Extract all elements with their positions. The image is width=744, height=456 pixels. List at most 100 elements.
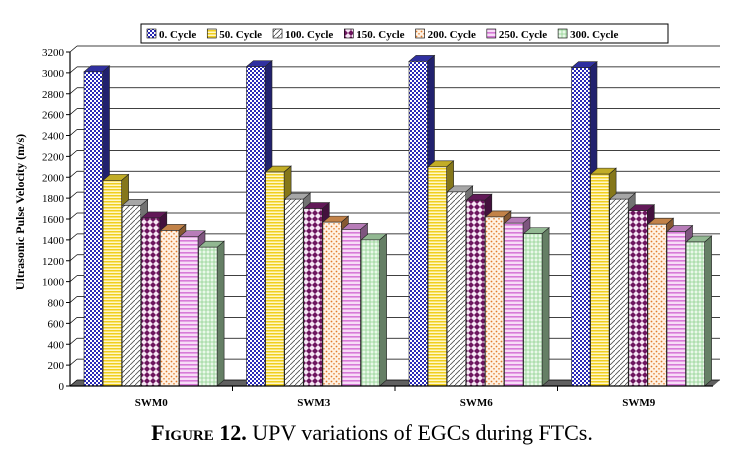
bar-front	[666, 231, 686, 387]
legend-label: 0. Cycle	[159, 29, 196, 41]
gridline	[69, 358, 78, 366]
y-tick-label: 0	[59, 381, 65, 393]
bar-front	[303, 208, 323, 387]
gridline	[69, 212, 78, 220]
legend: 0. Cycle 50. Cycle 100. Cycle 150. Cycle 200…	[140, 23, 669, 44]
legend-label: 50. Cycle	[219, 29, 262, 41]
legend-label: 100. Cycle	[285, 29, 333, 41]
bar-front	[504, 222, 524, 387]
upv-bar-chart: 0. Cycle 50. Cycle 100. Cycle 150. Cycle 200…	[13, 23, 720, 409]
y-tick-label: 800	[48, 298, 65, 310]
y-tick-label: 2800	[42, 89, 65, 101]
bar-front	[265, 171, 285, 387]
bar-front	[446, 191, 467, 387]
y-tick-label: 1600	[42, 214, 65, 226]
legend-label: 250. Cycle	[499, 29, 547, 41]
y-tick-label: 600	[48, 318, 65, 330]
legend-label: 150. Cycle	[356, 29, 404, 41]
bars	[83, 54, 713, 387]
legend-item: 150. Cycle	[343, 28, 405, 41]
y-tick-label: 200	[48, 360, 65, 372]
y-tick-label: 1800	[42, 193, 65, 205]
bar-front	[427, 166, 447, 387]
x-category-label: SWM3	[297, 397, 331, 409]
y-tick-label: 3000	[42, 68, 65, 80]
gridline	[69, 337, 78, 345]
figure-label: Figure 12.	[151, 420, 247, 445]
y-tick-label: 400	[48, 339, 65, 351]
legend-swatch	[415, 28, 425, 39]
bar-front	[198, 246, 218, 387]
legend-swatch	[343, 28, 354, 39]
gridline	[69, 150, 78, 157]
gridline	[69, 275, 78, 282]
bar-front	[246, 66, 266, 387]
bar-front	[485, 216, 505, 387]
x-category-label: SWM0	[135, 397, 169, 409]
gridline	[69, 170, 78, 178]
bar	[197, 240, 225, 387]
figure-caption-text: UPV variations of EGCs during FTCs.	[246, 420, 593, 445]
bar-side	[704, 235, 712, 387]
legend-swatch	[557, 28, 568, 39]
bar-front	[284, 198, 304, 387]
legend-item: 200. Cycle	[415, 28, 476, 41]
y-tick-label: 1400	[42, 235, 65, 247]
bar-front	[523, 233, 543, 387]
bar-front	[360, 239, 380, 387]
legend-item: 300. Cycle	[557, 28, 618, 41]
gridline	[69, 191, 78, 199]
bar-side	[379, 233, 387, 387]
bar-front	[83, 71, 103, 387]
bar-front	[408, 61, 428, 387]
legend-swatch	[486, 28, 497, 39]
gridline	[69, 317, 78, 324]
bar-front	[341, 229, 361, 387]
bar-front	[179, 236, 199, 387]
gridline	[69, 296, 78, 303]
legend-label: 200. Cycle	[428, 29, 476, 41]
bar-side	[541, 226, 550, 387]
y-tick-label: 1000	[42, 277, 65, 289]
legend-swatch	[146, 28, 157, 39]
gridline	[69, 233, 78, 241]
x-axis-categories: SWM0 SWM3 SWM6 SWM9	[135, 397, 656, 409]
bar-front	[102, 180, 122, 387]
gridline	[69, 87, 78, 95]
chart-floor	[70, 380, 720, 386]
bar-front	[590, 173, 610, 387]
y-tick-label: 1200	[42, 256, 65, 268]
y-tick-label: 2000	[42, 172, 65, 184]
legend-item: 0. Cycle	[146, 28, 196, 41]
gridline	[69, 254, 78, 262]
bar	[685, 235, 713, 387]
gridline	[69, 66, 78, 74]
legend-item: 100. Cycle	[272, 28, 333, 41]
bar-front	[322, 221, 342, 387]
y-axis-label: Ultrasonic Pulse Velocity (m/s)	[13, 134, 27, 290]
legend-swatch	[272, 28, 283, 39]
gridline	[69, 379, 78, 387]
legend-item: 250. Cycle	[486, 28, 547, 41]
bar-side	[216, 240, 225, 387]
gridline	[69, 45, 78, 53]
bar-front	[121, 205, 141, 387]
x-category-label: SWM9	[622, 397, 656, 409]
gridline	[69, 108, 78, 115]
bar-front	[685, 241, 705, 387]
y-axis-ticks: 0 200 400 600 800 1000 1200 1400 1600 1800 2000 220…	[42, 47, 70, 393]
bar-front	[647, 223, 667, 387]
bar-front	[571, 67, 591, 387]
bar-front	[465, 199, 486, 387]
y-tick-label: 2400	[42, 131, 65, 143]
y-tick-label: 2200	[42, 151, 65, 163]
x-category-label: SWM6	[460, 397, 494, 409]
legend-label: 300. Cycle	[570, 29, 618, 41]
legend-item: 50. Cycle	[206, 28, 262, 41]
bar	[360, 233, 388, 387]
figure-caption: Figure 12. UPV variations of EGCs during…	[0, 420, 744, 446]
bar-front	[609, 198, 629, 387]
y-tick-label: 3200	[42, 47, 65, 59]
bar-front	[141, 217, 161, 387]
axes	[69, 52, 713, 391]
